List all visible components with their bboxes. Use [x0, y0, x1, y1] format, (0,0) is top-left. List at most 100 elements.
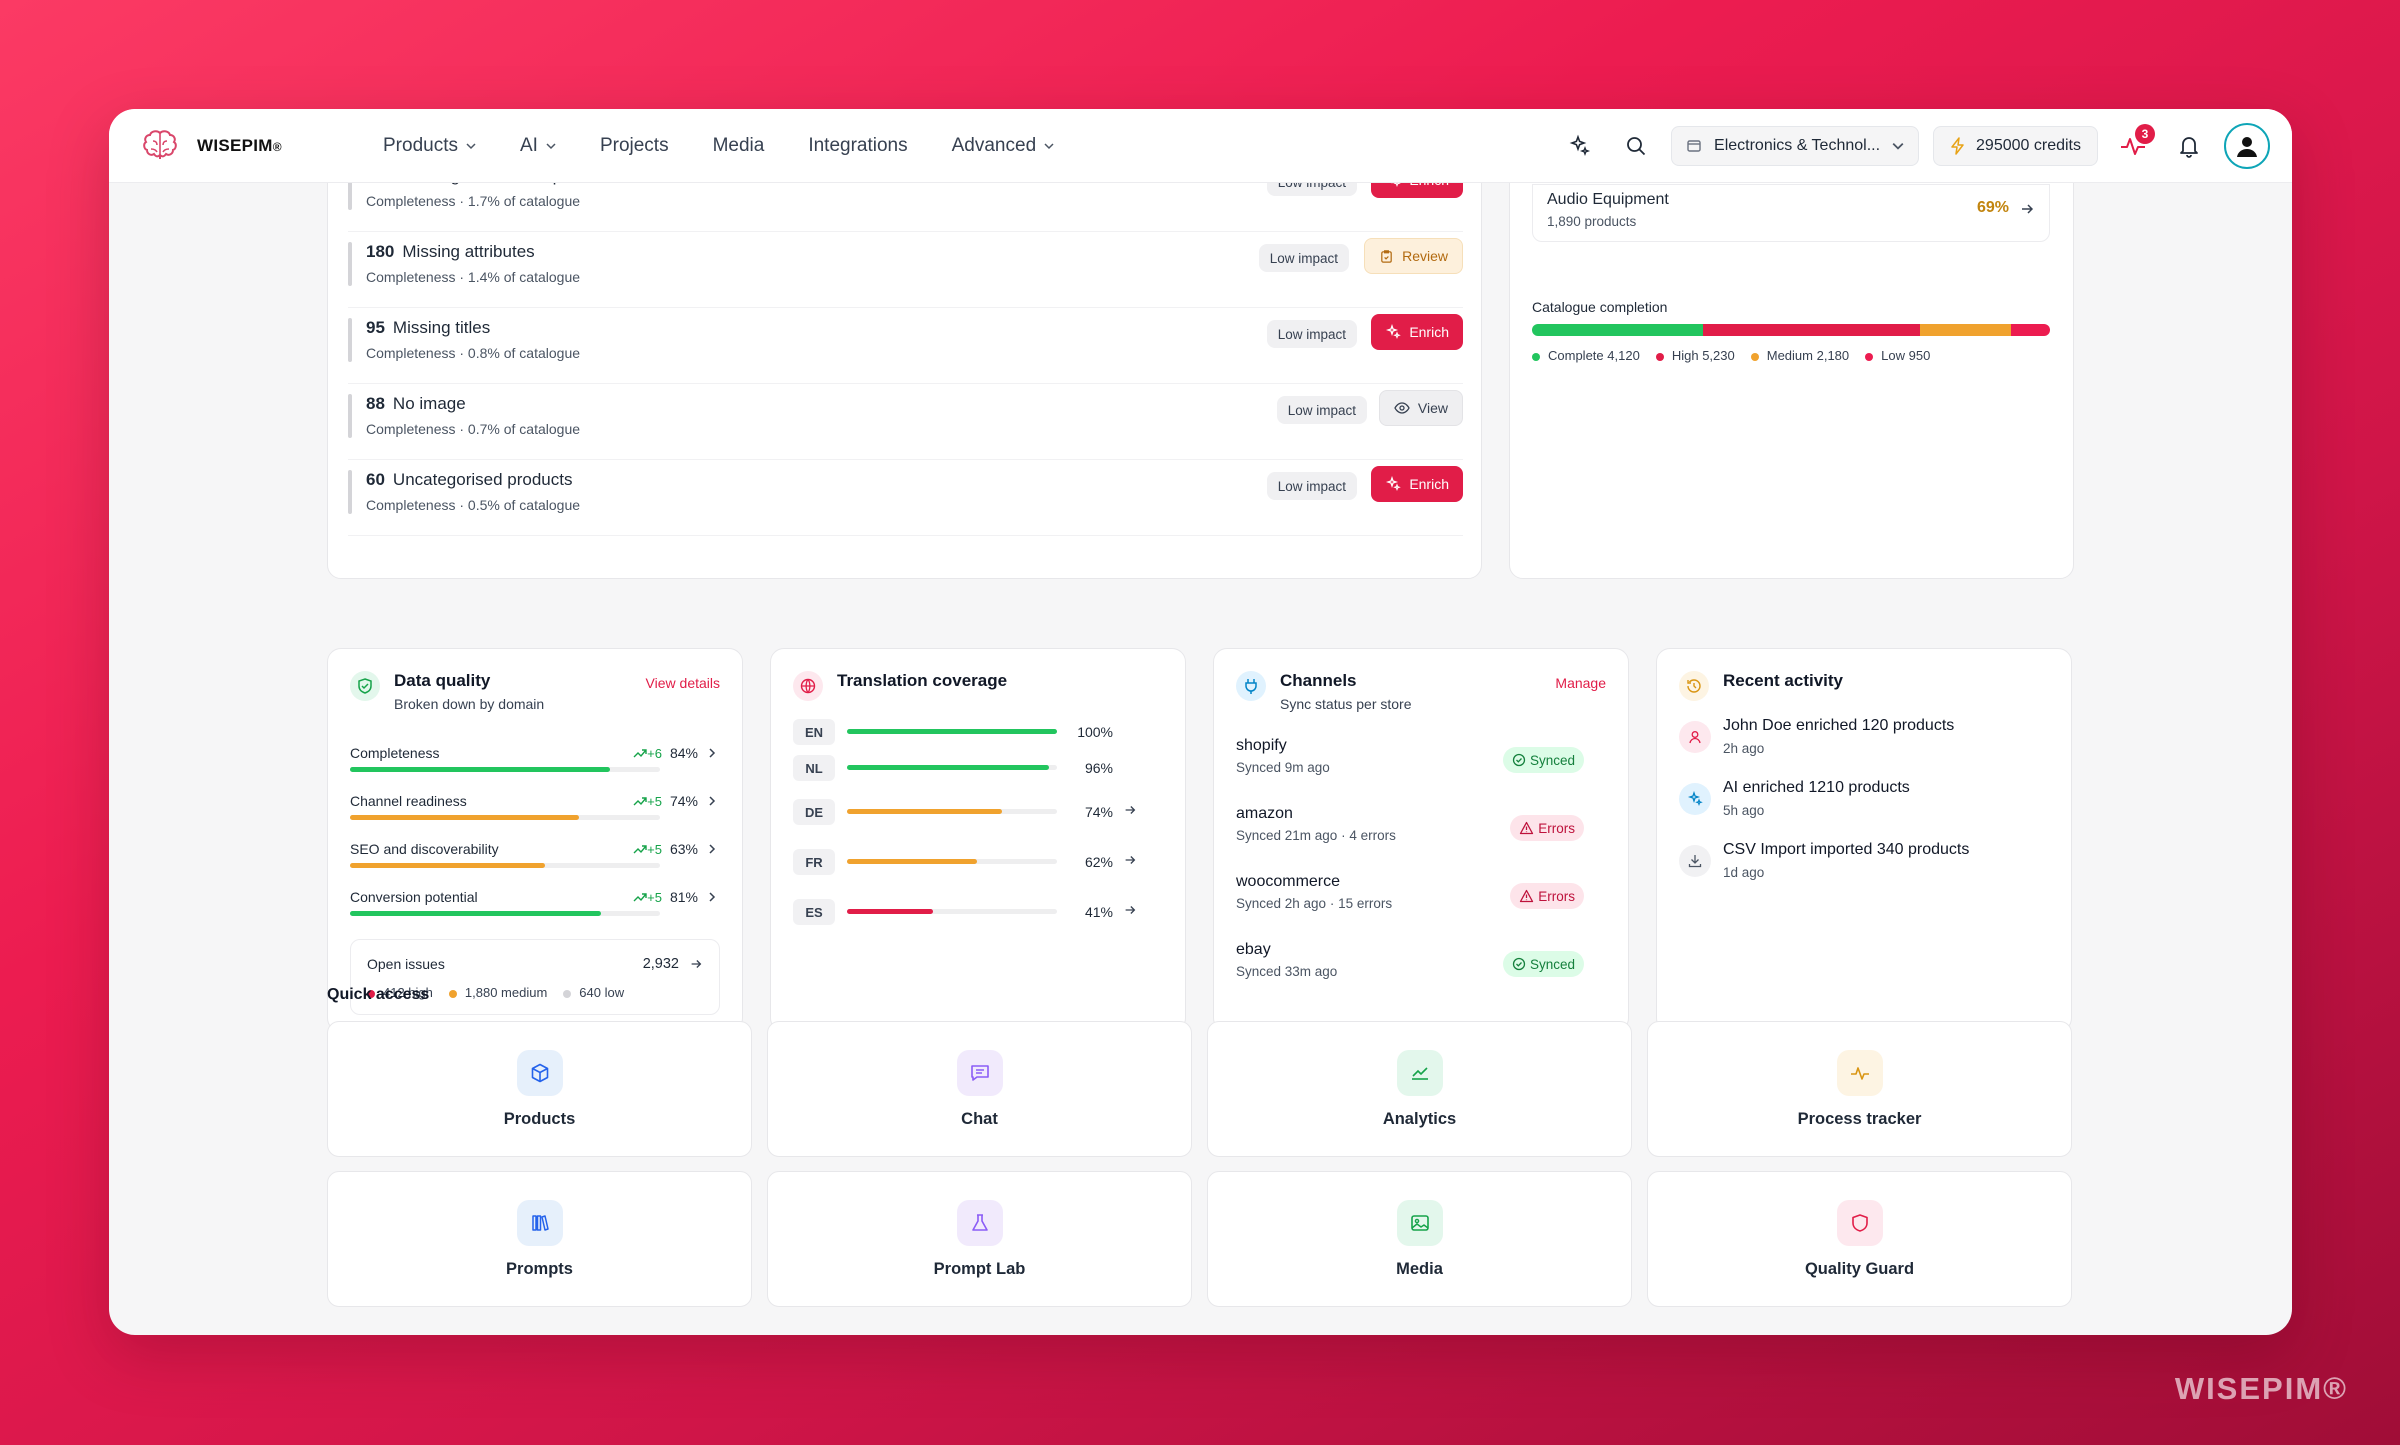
view-button[interactable]: View	[1378, 390, 1463, 426]
legend-item: Medium 2,180	[1750, 348, 1849, 363]
coverage-pct: 74%	[1084, 804, 1113, 820]
quality-pct: 84%	[669, 745, 698, 761]
quick-access-heading: Quick access	[327, 986, 430, 1003]
quick-access-quality-guard[interactable]: Quality Guard	[1647, 1171, 2072, 1307]
issue-row: 88 No image Completeness · 0.7% of catalog…	[348, 386, 1463, 460]
quick-access-prompt-lab[interactable]: Prompt Lab	[767, 1171, 1192, 1307]
top-category-row[interactable]: Audio Equipment 1,890 products 69%	[1532, 184, 2050, 242]
synced-badge: Synced	[1502, 951, 1584, 977]
quality-bar	[350, 911, 660, 916]
nav-integrations[interactable]: Integrations	[808, 135, 908, 156]
activity-pulse-button[interactable]: 3	[2112, 124, 2155, 167]
translation-row[interactable]: ES 41%	[793, 897, 1163, 929]
quick-access-prompts[interactable]: Prompts	[327, 1171, 752, 1307]
completion-segment-medium	[1920, 324, 2011, 336]
quality-row[interactable]: Completeness +6 84%	[350, 745, 718, 785]
trend-up-icon	[633, 890, 647, 905]
channel-sync-status: Synced 2h ago · 15 errors	[1236, 896, 1393, 911]
translation-row[interactable]: FR 62%	[793, 847, 1163, 879]
enrich-button[interactable]: Enrich	[1371, 466, 1463, 502]
quick-access-process-tracker[interactable]: Process tracker	[1647, 1021, 2072, 1157]
card-title: Data quality	[394, 671, 491, 690]
credits-display[interactable]: 295000 credits	[1933, 126, 2098, 166]
quick-access-chat[interactable]: Chat	[767, 1021, 1192, 1157]
pulse-icon	[2121, 138, 2145, 155]
trend-up-icon	[633, 746, 647, 761]
globe-icon	[793, 671, 823, 701]
coverage-pct: 62%	[1084, 854, 1113, 870]
sparkle-icon	[1569, 134, 1591, 157]
arrow-right-icon[interactable]	[1123, 853, 1137, 872]
errors-badge: Errors	[1510, 815, 1584, 841]
warning-icon	[1519, 821, 1534, 835]
issue-title: 180 Missing attributes	[366, 242, 535, 262]
search-button[interactable]	[1615, 125, 1657, 167]
chevron-right-icon	[706, 891, 718, 903]
issue-subtitle: Completeness · 0.5% of catalogue	[366, 497, 581, 513]
quick-access-products[interactable]: Products	[327, 1021, 752, 1157]
channel-row[interactable]: woocommerce Synced 2h ago · 15 errors Erro…	[1236, 873, 1584, 933]
chevron-down-icon	[466, 143, 476, 150]
activity-time: 5h ago	[1723, 803, 1765, 818]
coverage-bar-fill	[847, 909, 934, 914]
quality-bar-fill	[350, 911, 602, 916]
arrow-right-icon[interactable]	[1123, 903, 1137, 922]
trend-up-icon	[633, 794, 647, 809]
image-icon	[1396, 1200, 1443, 1246]
quality-pct: 63%	[669, 841, 698, 857]
channel-row[interactable]: amazon Synced 21m ago · 4 errors Errors	[1236, 805, 1584, 865]
issue-subtitle: Completeness · 1.7% of catalogue	[366, 193, 581, 209]
quick-access-media[interactable]: Media	[1207, 1171, 1632, 1307]
channel-row[interactable]: ebay Synced 33m ago Synced	[1236, 941, 1584, 1001]
channel-row[interactable]: shopify Synced 9m ago Synced	[1236, 737, 1584, 797]
quality-label: Channel readiness	[350, 793, 467, 809]
coverage-bar	[847, 909, 1057, 914]
card-title: Channels	[1280, 671, 1357, 690]
sparkle-icon	[1385, 476, 1402, 492]
quick-access-analytics[interactable]: Analytics	[1207, 1021, 1632, 1157]
tile-label: Prompt Lab	[933, 1260, 1026, 1278]
issue-subtitle: Completeness · 0.7% of catalogue	[366, 421, 581, 437]
store-selector[interactable]: Electronics & Technol...	[1671, 126, 1920, 166]
translation-row[interactable]: DE 74%	[793, 797, 1163, 829]
quality-row[interactable]: Conversion potential +5 81%	[350, 889, 718, 929]
coverage-bar-fill	[847, 729, 1057, 734]
shield-check-icon	[350, 671, 380, 701]
activity-text: AI enriched 1210 products	[1723, 779, 1910, 796]
translation-coverage-card: Translation coverage EN 100% NL 96% DE 74% FR 6…	[770, 648, 1186, 1032]
channel-name: amazon	[1236, 805, 1293, 822]
channel-name: shopify	[1236, 737, 1287, 754]
nav-advanced[interactable]: Advanced	[952, 135, 1055, 157]
pulse-icon	[1836, 1050, 1883, 1096]
translation-row: EN 100%	[793, 717, 1163, 749]
manage-link[interactable]: Manage	[1555, 675, 1606, 691]
review-button[interactable]: Review	[1364, 238, 1463, 274]
nav-ai[interactable]: AI	[520, 135, 556, 157]
brand-name: WISEPIM®	[197, 136, 282, 155]
activity-count-badge: 3	[2135, 124, 2155, 144]
quality-row[interactable]: Channel readiness +5 74%	[350, 793, 718, 833]
arrow-right-icon[interactable]	[1123, 803, 1137, 822]
button-label: View	[1417, 400, 1448, 416]
history-icon	[1679, 671, 1709, 701]
open-issues-box[interactable]: Open issues 2,932 412 high 1,880 medium …	[350, 939, 720, 1015]
book-icon	[516, 1200, 563, 1246]
view-details-link[interactable]: View details	[645, 675, 720, 691]
issue-indicator	[348, 166, 352, 210]
user-avatar[interactable]	[2224, 123, 2270, 169]
legend-value: 4,120	[1607, 348, 1640, 363]
tile-label: Quality Guard	[1804, 1260, 1915, 1278]
quality-row[interactable]: SEO and discoverability +5 63%	[350, 841, 718, 881]
nav-media[interactable]: Media	[712, 135, 765, 156]
notifications-button[interactable]	[2168, 125, 2210, 167]
issue-label: Missing titles	[392, 318, 491, 337]
issue-label: Missing attributes	[402, 242, 535, 261]
ai-sparkle-button[interactable]	[1559, 125, 1601, 167]
logo[interactable]: WISEPIM®	[139, 125, 282, 167]
chevron-right-icon	[706, 795, 718, 807]
enrich-button[interactable]: Enrich	[1371, 314, 1463, 350]
card-title: Recent activity	[1723, 671, 1843, 690]
nav-products[interactable]: Products	[383, 135, 476, 157]
channel-name: woocommerce	[1236, 873, 1341, 890]
nav-projects[interactable]: Projects	[599, 135, 669, 156]
